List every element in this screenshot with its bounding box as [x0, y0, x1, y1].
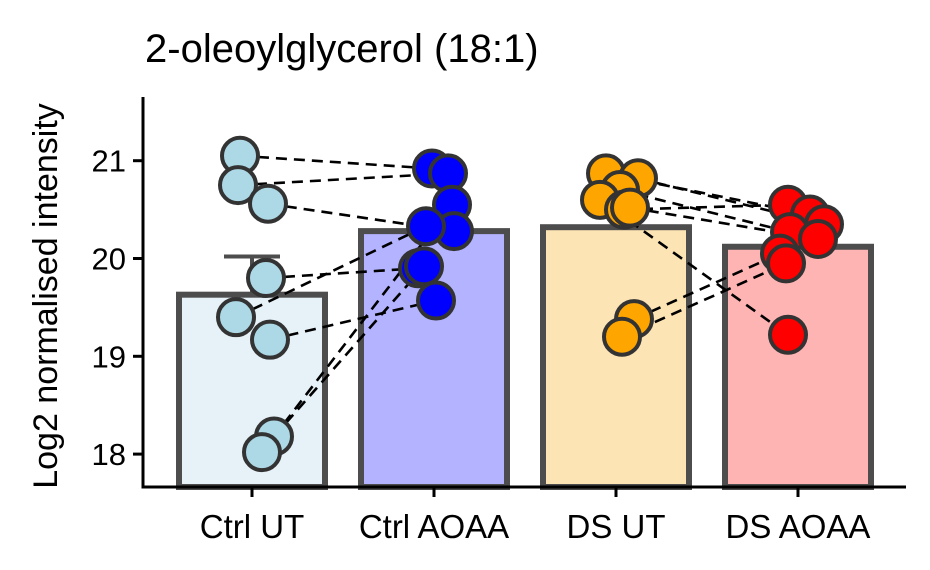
- pair-line: [267, 202, 455, 233]
- x-tick-label: DS UT: [567, 508, 666, 545]
- chart-title: 2-oleoylglycerol (18:1): [145, 27, 539, 71]
- data-point: [602, 316, 642, 357]
- data-point: [218, 165, 258, 206]
- y-axis-label: Log2 normalised intensity: [27, 103, 65, 489]
- bar-ds-aoaa: [722, 243, 874, 490]
- x-tick-label: Ctrl AOAA: [359, 508, 509, 545]
- pair-line: [637, 177, 825, 226]
- pair-line: [273, 265, 425, 438]
- pair-lines-layer: [235, 154, 825, 453]
- data-point: [768, 314, 808, 355]
- points-layer: [216, 135, 844, 473]
- data-point: [798, 218, 838, 259]
- data-point: [406, 206, 446, 247]
- y-tick-label: 20: [92, 242, 126, 277]
- y-tick-label: 19: [92, 339, 126, 374]
- y-ticks-layer: 18 19 20 21: [92, 144, 143, 472]
- pair-line: [239, 154, 433, 170]
- pair-line: [619, 188, 791, 234]
- y-tick-label: 18: [92, 437, 126, 472]
- x-tick-label: Ctrl UT: [200, 508, 304, 545]
- x-ticks-layer: Ctrl UT Ctrl AOAA DS UT DS AOAA: [200, 487, 871, 545]
- data-point: [242, 432, 282, 473]
- bar-ds-ut: [540, 224, 692, 490]
- data-point: [250, 319, 290, 360]
- data-point: [610, 187, 650, 228]
- data-point: [766, 243, 806, 284]
- data-point: [404, 246, 444, 287]
- data-point: [248, 183, 288, 224]
- data-point: [246, 258, 286, 299]
- y-tick-label: 21: [92, 144, 126, 179]
- data-point: [216, 297, 256, 338]
- pair-line: [623, 203, 789, 211]
- pair-line: [621, 262, 787, 338]
- pair-line: [633, 252, 781, 321]
- pair-line: [260, 203, 454, 453]
- data-point: [416, 280, 456, 321]
- pair-line: [629, 206, 819, 241]
- x-tick-label: DS AOAA: [726, 508, 871, 545]
- pair-line: [269, 299, 437, 341]
- pair-line: [265, 266, 419, 280]
